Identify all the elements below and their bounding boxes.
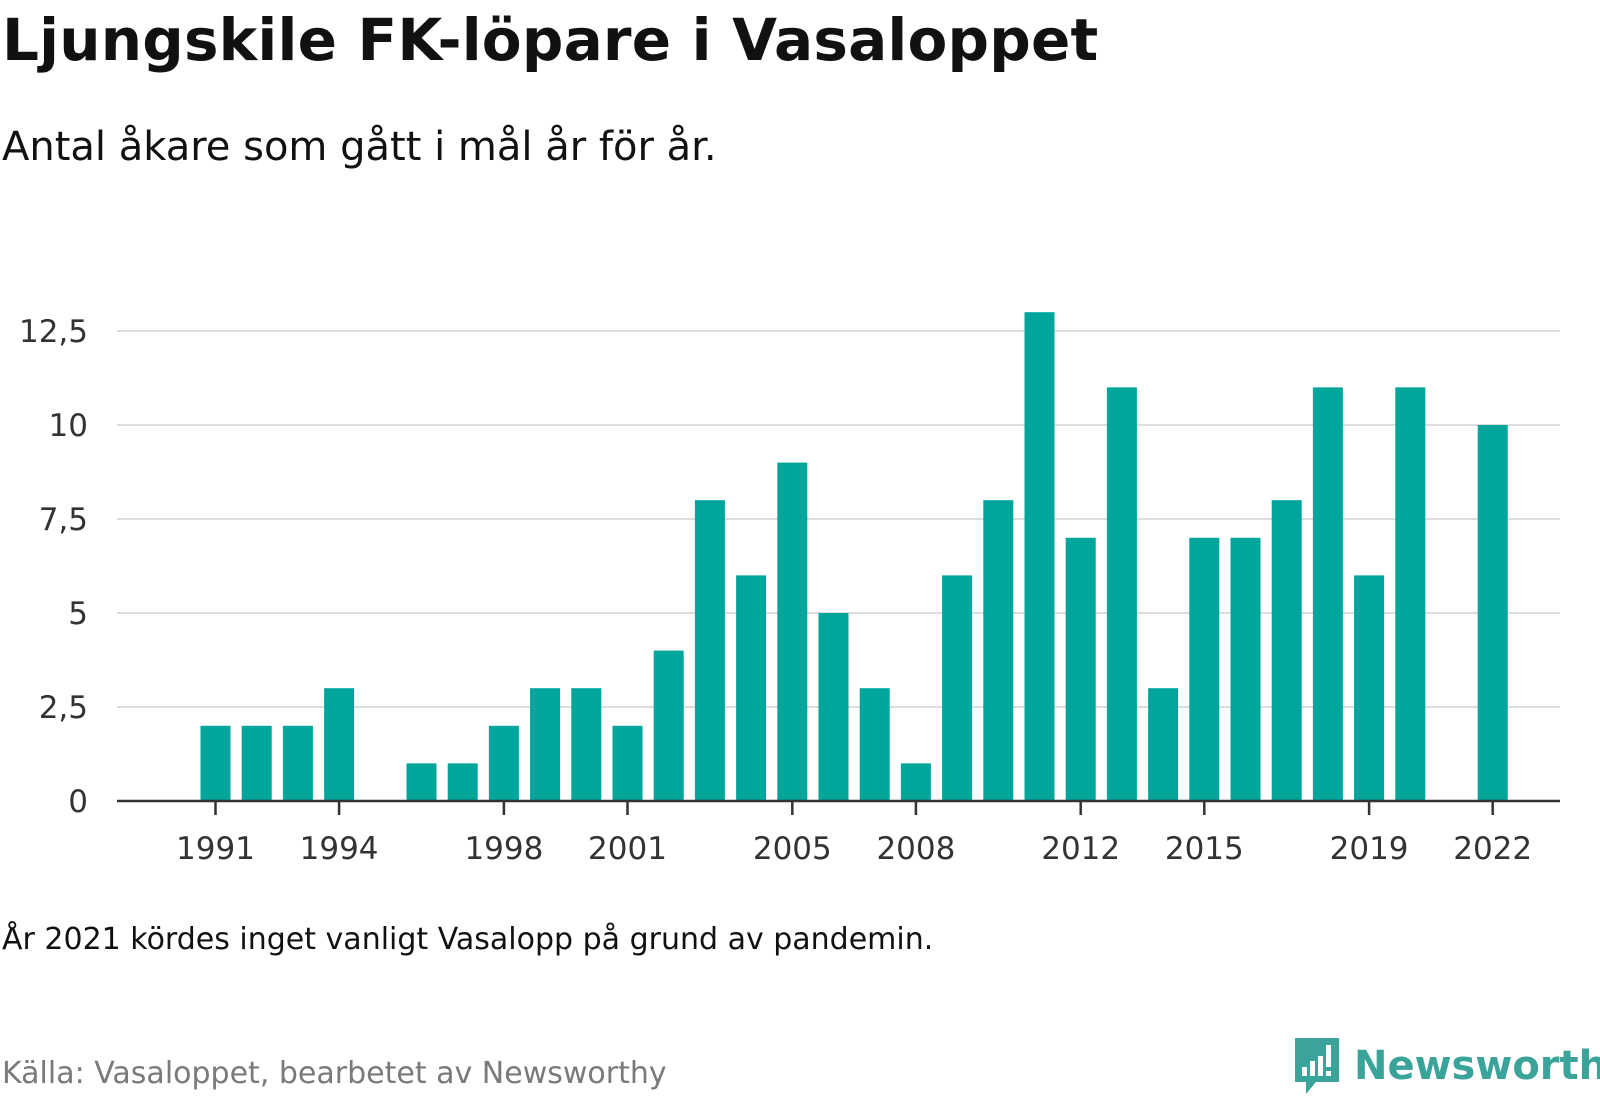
bar-2003 — [694, 500, 725, 801]
y-tick-label: 0 — [68, 784, 88, 820]
bar-1994 — [324, 688, 355, 801]
bar-2005 — [777, 462, 808, 801]
bar-chart: 0 2,5 5 7,5 10 12,5 1991 1994 1998 2001 2005 2008 2… — [19, 312, 1560, 867]
x-tick-label: 2012 — [1041, 831, 1120, 867]
bar-2012 — [1065, 537, 1096, 801]
bar-1998 — [488, 725, 519, 801]
bar-2014 — [1148, 688, 1179, 801]
bar-1996 — [406, 763, 437, 801]
newsworthy-logo: Newsworthy — [1292, 1036, 1600, 1096]
bar-1993 — [282, 725, 313, 801]
chart-title: Ljungskile FK-löpare i Vasaloppet — [2, 6, 1099, 74]
bar-2008 — [900, 763, 931, 801]
x-tick-label: 2001 — [588, 831, 667, 867]
x-axis-ticks: 1991 1994 1998 2001 2005 2008 2012 2015 2019 2022 — [176, 801, 1532, 867]
y-tick-label: 7,5 — [39, 502, 88, 538]
x-tick-label: 2019 — [1330, 831, 1409, 867]
bar-1992 — [241, 725, 272, 801]
y-tick-label: 2,5 — [39, 690, 88, 726]
bar-1997 — [447, 763, 478, 801]
bar-2011 — [1024, 312, 1055, 801]
bar-2015 — [1189, 537, 1220, 801]
bar-2020 — [1395, 387, 1426, 801]
x-tick-label: 1994 — [300, 831, 379, 867]
bar-2002 — [653, 650, 684, 801]
bar-2016 — [1230, 537, 1261, 801]
y-tick-label: 10 — [49, 408, 88, 444]
bar-2001 — [612, 725, 643, 801]
bar-1999 — [530, 688, 561, 801]
bar-2019 — [1354, 575, 1385, 801]
x-tick-label: 2015 — [1165, 831, 1244, 867]
brand-name: Newsworthy — [1354, 1043, 1600, 1089]
newsworthy-logo-icon — [1295, 1038, 1339, 1094]
y-tick-label: 5 — [68, 596, 88, 632]
y-axis-ticks: 0 2,5 5 7,5 10 12,5 — [19, 314, 88, 820]
chart-subtitle: Antal åkare som gått i mål år för år. — [2, 124, 717, 170]
x-tick-label: 2022 — [1453, 831, 1532, 867]
x-tick-label: 2008 — [876, 831, 955, 867]
bar-1991 — [200, 725, 231, 801]
source-text: Källa: Vasaloppet, bearbetet av Newswort… — [2, 1056, 667, 1091]
bar-2017 — [1271, 500, 1302, 801]
bar-2000 — [571, 688, 602, 801]
bars — [200, 312, 1508, 801]
bar-2018 — [1312, 387, 1343, 801]
bar-2004 — [736, 575, 767, 801]
x-tick-label: 1991 — [176, 831, 255, 867]
bar-2006 — [818, 613, 849, 801]
bar-2007 — [859, 688, 890, 801]
bar-2022 — [1477, 425, 1508, 801]
bar-2009 — [942, 575, 973, 801]
bar-2013 — [1106, 387, 1137, 801]
x-tick-label: 2005 — [753, 831, 832, 867]
y-tick-label: 12,5 — [19, 314, 88, 350]
x-tick-label: 1998 — [464, 831, 543, 867]
chart-note: År 2021 kördes inget vanligt Vasalopp på… — [2, 922, 934, 957]
bar-2010 — [983, 500, 1014, 801]
